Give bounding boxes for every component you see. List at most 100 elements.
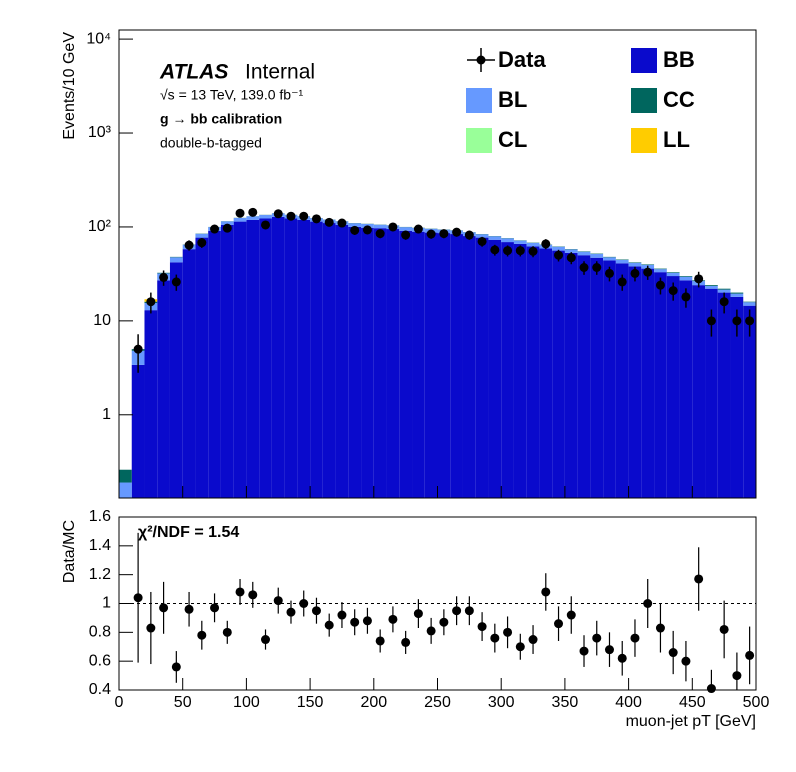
ratio-point xyxy=(210,603,220,613)
y-tick-label: 1 xyxy=(102,406,111,423)
ratio-point xyxy=(515,642,525,652)
legend-label: LL xyxy=(663,127,690,152)
y-tick-label: 10⁴ xyxy=(86,30,111,47)
stack-bar xyxy=(743,301,756,303)
ratio-point xyxy=(146,623,156,633)
data-point xyxy=(706,316,716,326)
data-point xyxy=(324,217,334,227)
legend-swatch xyxy=(466,128,492,153)
data-point xyxy=(528,246,538,256)
x-axis-label: muon-jet pT [GeV] xyxy=(626,713,756,730)
legend-label: CL xyxy=(498,127,527,152)
x-tick-label: 100 xyxy=(233,694,260,711)
stack-bar xyxy=(246,216,260,220)
ratio-point xyxy=(566,610,576,620)
data-point xyxy=(655,280,665,290)
energy-label: √s = 13 TeV, 139.0 fb⁻¹ xyxy=(160,87,303,103)
chi2-label: χ²/NDF = 1.54 xyxy=(138,524,239,541)
stack-bar xyxy=(526,242,540,247)
stack-bar xyxy=(692,285,706,498)
stack-bar xyxy=(195,237,209,498)
ratio-point xyxy=(464,606,474,616)
stack-bar xyxy=(195,233,209,238)
data-point xyxy=(617,277,627,287)
data-point xyxy=(503,246,513,256)
stack-bar xyxy=(641,264,655,265)
ratio-point xyxy=(311,606,321,616)
data-point xyxy=(388,222,398,232)
data-point xyxy=(210,224,220,234)
status-label: Internal xyxy=(245,61,315,84)
ratio-point xyxy=(235,587,245,597)
stack-bar xyxy=(705,285,718,287)
ratio-point xyxy=(643,599,653,608)
legend-label: CC xyxy=(663,87,695,112)
data-point xyxy=(643,267,653,277)
x-tick-label: 300 xyxy=(488,694,515,711)
data-point xyxy=(413,224,423,234)
stack-bar xyxy=(119,482,132,498)
stack-bar xyxy=(577,255,591,498)
stack-bar xyxy=(526,246,540,498)
stack-bar xyxy=(654,269,667,273)
ratio-y-axis-label: Data/MC xyxy=(61,520,78,583)
y-axis-label: Events/10 GeV xyxy=(61,32,78,140)
data-point xyxy=(541,239,551,249)
ratio-point xyxy=(248,590,258,600)
stack-bar xyxy=(475,234,489,238)
ratio-point xyxy=(159,603,169,613)
stack-bar xyxy=(297,219,311,499)
data-point xyxy=(273,209,283,219)
data-point xyxy=(311,214,321,224)
stack-bar xyxy=(144,310,158,498)
ratio-point xyxy=(452,606,462,616)
ratio-point xyxy=(694,574,704,584)
ratio-point xyxy=(592,633,602,643)
data-point xyxy=(222,223,232,233)
stack-bar xyxy=(743,302,756,306)
ratio-point xyxy=(477,622,487,632)
tag-label: double-b-tagged xyxy=(160,135,262,151)
stack-bar xyxy=(246,219,260,499)
data-point xyxy=(732,316,742,326)
ratio-point xyxy=(375,636,385,646)
stack-bar xyxy=(552,250,565,498)
ratio-point xyxy=(261,635,271,645)
stack-bar xyxy=(475,237,489,498)
stack-bar xyxy=(271,216,285,498)
ratio-point xyxy=(604,645,614,655)
data-point xyxy=(426,229,436,239)
y-tick-label: 10³ xyxy=(88,124,112,141)
stack-bar xyxy=(386,229,400,499)
data-point xyxy=(362,225,372,235)
stack-bar xyxy=(335,224,349,498)
ratio-point xyxy=(273,596,283,606)
ratio-point xyxy=(732,671,742,681)
legend-swatch xyxy=(631,128,657,153)
ratio-point xyxy=(745,650,755,660)
data-point xyxy=(286,211,296,221)
stack-bar xyxy=(157,280,170,498)
stack-bar xyxy=(348,223,362,227)
data-point xyxy=(630,268,640,278)
x-tick-label: 400 xyxy=(615,694,642,711)
ratio-point xyxy=(655,623,665,633)
data-point xyxy=(401,230,411,240)
ratio-point xyxy=(184,604,194,614)
data-point xyxy=(719,297,729,307)
ratio-point xyxy=(413,609,423,619)
data-point xyxy=(592,262,602,272)
stack-bar xyxy=(462,236,476,499)
y-tick-label: 0.6 xyxy=(89,652,111,669)
stack-bar xyxy=(628,262,642,267)
stack-bar xyxy=(373,224,387,229)
ratio-point xyxy=(528,635,538,645)
ratio-point xyxy=(668,648,678,658)
stack-bar xyxy=(641,268,655,498)
ratio-point xyxy=(439,617,449,627)
ratio-point xyxy=(579,646,589,656)
stack-bar xyxy=(437,233,451,498)
stack-bar xyxy=(412,231,425,498)
ratio-point xyxy=(171,662,181,672)
